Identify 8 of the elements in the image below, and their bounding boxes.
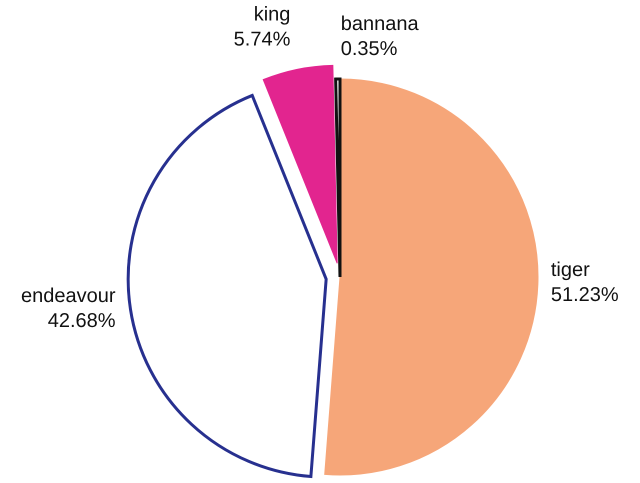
data-label: 51.23% [550,284,619,306]
slice-label: tiger [550,259,590,282]
slice-label: bannana [340,13,420,36]
slice-label: king [254,4,290,26]
data-label: 42.68% [48,310,116,332]
data-label: 5.74% [234,28,291,51]
data-label: 0.35% [340,38,398,60]
slice-label: endeavour [21,284,116,307]
